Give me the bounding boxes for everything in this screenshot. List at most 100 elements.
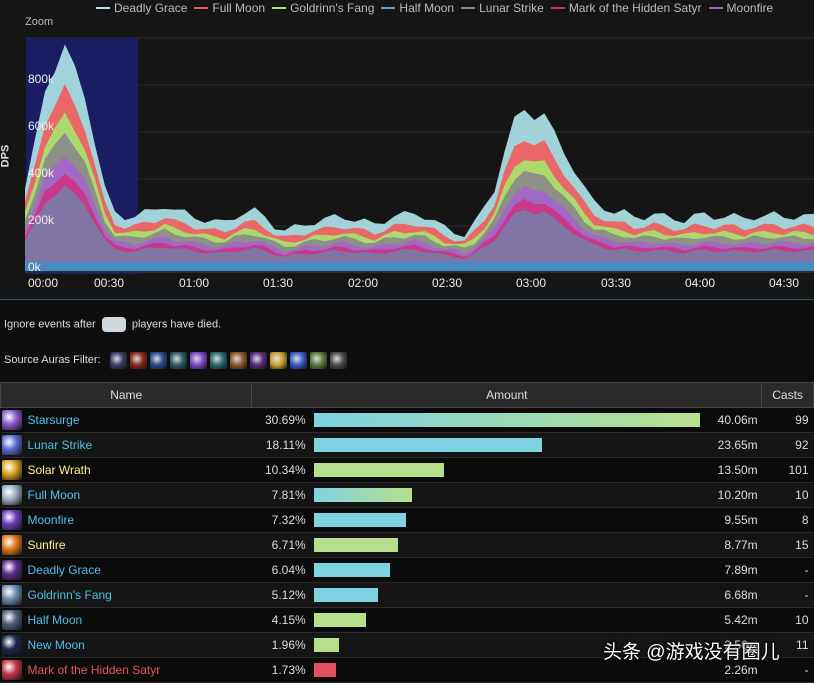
table-row[interactable]: Starsurge 30.69% 40.06m 99	[0, 407, 814, 433]
amount-percent: 5.12%	[271, 588, 306, 602]
aura-11-icon[interactable]	[309, 352, 327, 369]
players-died-input[interactable]	[101, 317, 126, 332]
y-tick: 800k	[28, 72, 55, 86]
full-moon-area	[25, 83, 814, 273]
amount-percent: 7.81%	[271, 488, 306, 502]
legend-swatch	[96, 6, 110, 9]
table-row[interactable]: Half Moon 4.15% 5.42m 10	[0, 607, 814, 633]
amount-bar	[313, 463, 444, 477]
spell-name[interactable]: Solar Wrath	[27, 463, 91, 477]
table-row[interactable]: Solar Wrath 10.34% 13.50m 101	[0, 457, 814, 483]
aura-5-icon[interactable]	[189, 352, 207, 369]
amount-bar	[313, 538, 398, 552]
table-row[interactable]: Lunar Strike 18.11% 23.65m 92	[0, 432, 814, 458]
spell-icon	[1, 460, 22, 480]
hidden-satyr-area	[25, 173, 814, 272]
moonfire-area	[25, 156, 814, 272]
aura-7-icon[interactable]	[229, 352, 247, 369]
spell-name[interactable]: Half Moon	[27, 613, 83, 627]
casts-count: 8	[761, 507, 814, 533]
x-tick: 02:00	[347, 276, 379, 290]
x-tick: 03:00	[515, 276, 547, 290]
aura-1-icon[interactable]	[109, 352, 127, 369]
table-row[interactable]: Full Moon 7.81% 10.20m 10	[0, 482, 814, 508]
amount-bar	[313, 438, 542, 452]
casts-count: -	[761, 657, 814, 683]
legend-item[interactable]: Mark of the Hidden Satyr	[550, 1, 702, 15]
spell-name[interactable]: Moonfire	[27, 513, 75, 527]
amount-total: 13.50m	[717, 463, 758, 477]
amount-percent: 7.32%	[271, 513, 306, 527]
source-auras-filter: Source Auras Filter:	[4, 352, 350, 369]
x-tick: 01:30	[262, 276, 294, 290]
zoom-label: Zoom	[25, 16, 54, 28]
legend-swatch	[272, 6, 287, 9]
ignore-events-label: Ignore events after	[4, 318, 96, 331]
aura-12-icon[interactable]	[329, 352, 347, 369]
aura-10-icon[interactable]	[289, 352, 307, 369]
table-row[interactable]: Moonfire 7.32% 9.55m 8	[0, 507, 814, 533]
x-tick: 04:00	[684, 276, 716, 290]
table-row[interactable]: New Moon 1.96% 2.56m 11	[0, 632, 814, 658]
amount-total: 23.65m	[717, 438, 758, 452]
dps-chart[interactable]: Deadly Grace Full Moon Goldrinn's Fang Half…	[0, 0, 814, 300]
legend-item[interactable]: Deadly Grace	[96, 1, 187, 15]
spell-name[interactable]: New Moon	[27, 638, 85, 652]
table-row[interactable]: Deadly Grace 6.04% 7.89m -	[0, 557, 814, 583]
base-area	[25, 185, 814, 272]
aura-3-icon[interactable]	[149, 352, 167, 369]
abilities-table: Name Amount Casts Starsurge 30.69% 40.06m 9…	[0, 382, 814, 683]
casts-count: 10	[761, 482, 814, 508]
name-column-header[interactable]: Name	[0, 382, 253, 408]
spell-name[interactable]: Lunar Strike	[27, 438, 93, 452]
spell-name[interactable]: Goldrinn's Fang	[27, 588, 112, 602]
chart-divider	[0, 299, 814, 300]
amount-bar	[313, 663, 336, 677]
aura-4-icon[interactable]	[169, 352, 187, 369]
spell-name[interactable]: Sunfire	[27, 538, 66, 552]
spell-name[interactable]: Starsurge	[27, 413, 80, 427]
legend-item[interactable]: Lunar Strike	[461, 1, 544, 15]
aura-6-icon[interactable]	[209, 352, 227, 369]
spell-name[interactable]: Mark of the Hidden Satyr	[27, 663, 161, 677]
legend-item[interactable]: Full Moon	[194, 1, 265, 15]
source-auras-label: Source Auras Filter:	[4, 354, 101, 367]
amount-total: 10.20m	[717, 488, 758, 502]
amount-percent: 18.11%	[265, 438, 306, 452]
spell-name[interactable]: Full Moon	[27, 488, 81, 502]
amount-bar	[313, 613, 366, 627]
amount-column-header[interactable]: Amount	[251, 382, 763, 408]
legend-item[interactable]: Goldrinn's Fang	[272, 1, 374, 15]
x-tick: 04:30	[768, 276, 800, 290]
aura-2-icon[interactable]	[129, 352, 147, 369]
amount-total: 40.06m	[717, 413, 758, 427]
aura-9-icon[interactable]	[269, 352, 287, 369]
casts-column-header[interactable]: Casts	[761, 382, 814, 408]
y-tick: 200k	[28, 213, 55, 227]
x-tick: 00:30	[93, 276, 125, 290]
amount-total: 8.77m	[724, 538, 758, 552]
spell-icon	[1, 660, 22, 680]
amount-total: 9.55m	[724, 513, 758, 527]
amount-percent: 4.15%	[271, 613, 306, 627]
ignore-events-option: Ignore events after players have died.	[4, 317, 221, 332]
table-row[interactable]: Sunfire 6.71% 8.77m 15	[0, 532, 814, 558]
casts-count: 11	[761, 632, 814, 658]
amount-bar	[313, 563, 390, 577]
aura-8-icon[interactable]	[249, 352, 267, 369]
casts-count: 10	[761, 607, 814, 633]
dps-area-chart[interactable]	[0, 0, 814, 300]
casts-count: 92	[761, 432, 814, 458]
x-tick: 01:00	[178, 276, 210, 290]
legend-item[interactable]: Half Moon	[381, 1, 454, 15]
spell-icon	[1, 585, 22, 605]
amount-percent: 6.71%	[271, 538, 306, 552]
table-row[interactable]: Goldrinn's Fang 5.12% 6.68m -	[0, 582, 814, 608]
amount-percent: 1.73%	[271, 663, 306, 677]
amount-total: 5.42m	[724, 613, 758, 627]
spell-name[interactable]: Deadly Grace	[27, 563, 101, 577]
amount-total: 2.26m	[724, 663, 758, 677]
casts-count: -	[761, 557, 814, 583]
deadly-grace-area	[25, 44, 814, 272]
legend-item[interactable]: Moonfire	[708, 1, 773, 15]
